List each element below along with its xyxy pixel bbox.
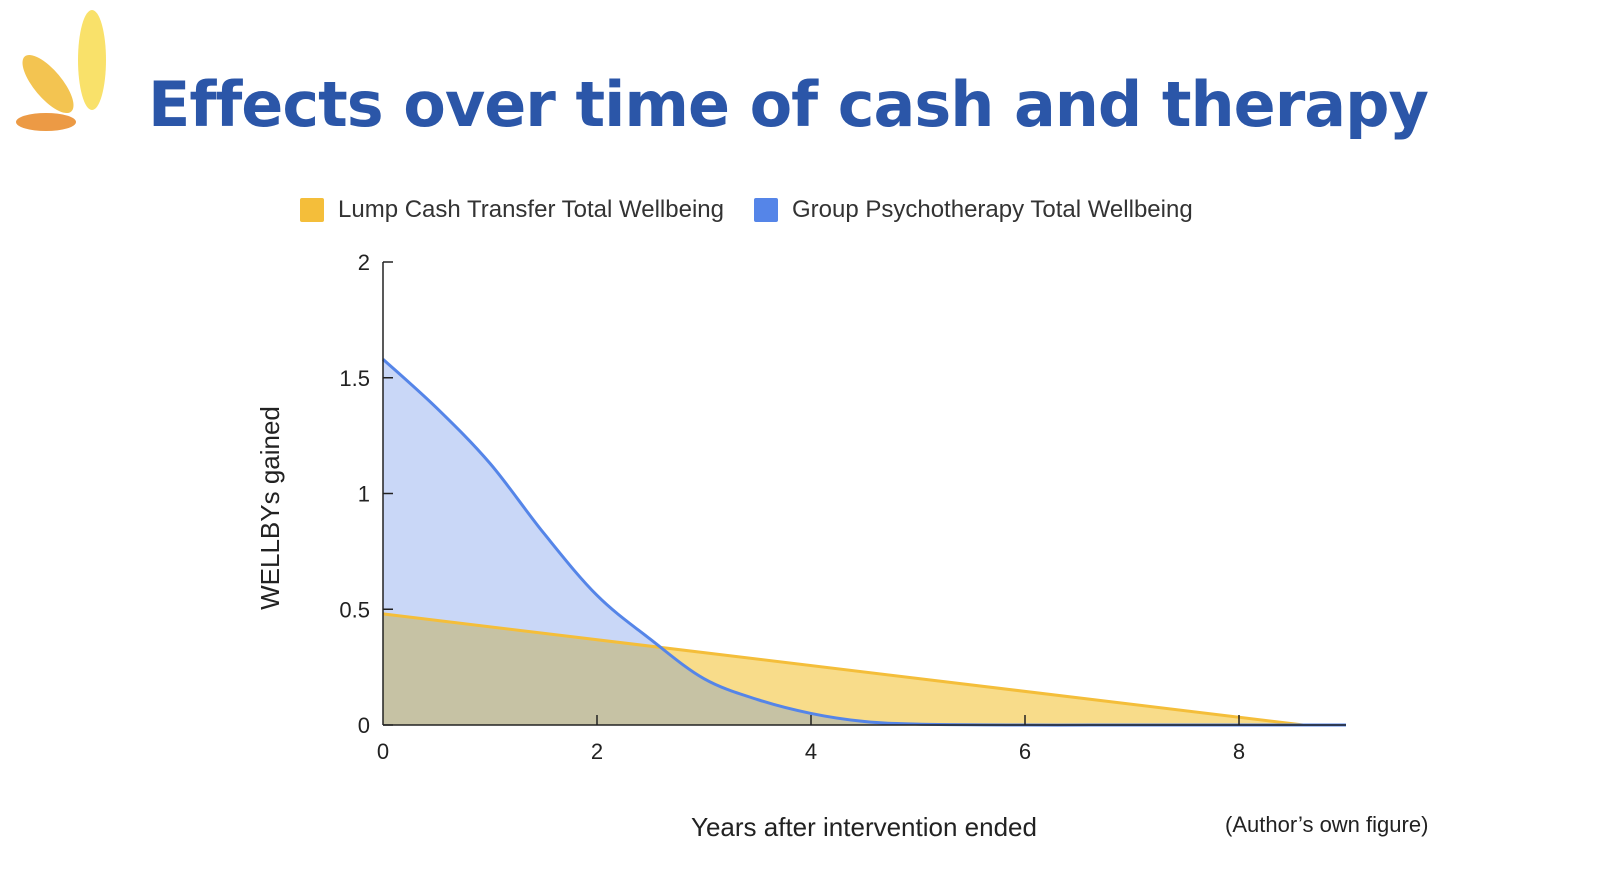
legend-label-cash: Lump Cash Transfer Total Wellbeing (338, 196, 724, 223)
x-axis-title: Years after intervention ended (691, 812, 1037, 842)
y-tick-label: 1 (358, 482, 370, 507)
x-ticks: 0 2 4 6 8 (377, 715, 1245, 764)
y-ticks: 0 0.5 1 1.5 2 (339, 250, 393, 738)
y-tick-label: 0 (358, 713, 370, 738)
therapy-area (383, 359, 1346, 726)
x-tick-label: 8 (1233, 739, 1245, 764)
logo-petal-yellow (78, 10, 106, 110)
x-tick-label: 4 (805, 739, 817, 764)
legend-item-therapy: Group Psychotherapy Total Wellbeing (753, 196, 1193, 224)
axes: 0 0.5 1 1.5 2 0 2 4 6 8 (339, 250, 1346, 764)
legend-label-therapy: Group Psychotherapy Total Wellbeing (791, 196, 1193, 223)
overlap-area (383, 613, 1346, 725)
x-tick-label: 2 (591, 739, 603, 764)
y-tick-label: 1.5 (339, 366, 370, 391)
y-axis-title: WELLBYs gained (255, 406, 285, 610)
legend-swatch-cash (300, 198, 324, 222)
fill-layer (383, 359, 1346, 726)
logo-petal-gold (22, 54, 74, 114)
y-tick-label: 2 (358, 250, 370, 275)
legend-swatch-therapy (753, 198, 778, 222)
chart-legend: Lump Cash Transfer Total Wellbeing Group… (300, 196, 1223, 224)
x-tick-label: 6 (1019, 739, 1031, 764)
figure-credit: (Author’s own figure) (1225, 812, 1429, 837)
x-tick-label: 0 (377, 739, 389, 764)
page-title: Effects over time of cash and therapy (148, 68, 1429, 141)
legend-item-cash: Lump Cash Transfer Total Wellbeing (300, 196, 724, 224)
logo (16, 10, 106, 131)
y-tick-label: 0.5 (339, 597, 370, 622)
logo-petal-orange (16, 113, 76, 131)
